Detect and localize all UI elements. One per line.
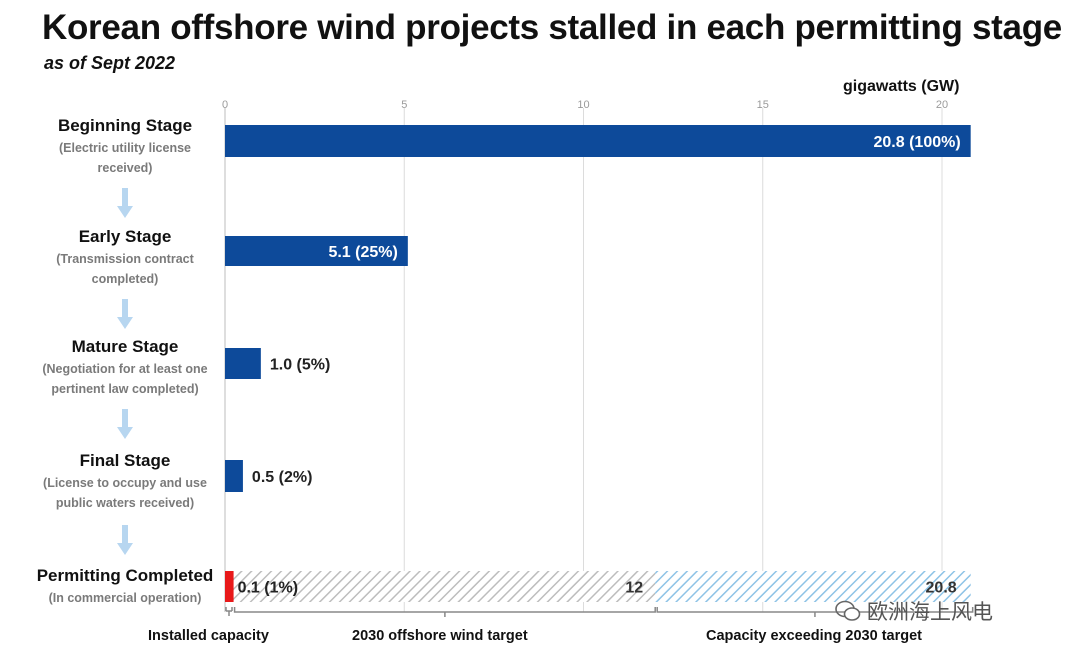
data-label: 0.5 (2%): [252, 469, 312, 486]
data-label: 12: [625, 580, 643, 597]
x-tick-label: 10: [577, 99, 589, 111]
stage-name: Permitting Completed: [36, 566, 214, 585]
stage-permitting-completed: Permitting Completed (In commercial oper…: [0, 566, 250, 608]
watermark: 欧洲海上风电: [835, 596, 993, 626]
x-tick-label: 20: [936, 99, 948, 111]
x-tick-label: 15: [757, 99, 769, 111]
down-arrow-icon: [117, 409, 133, 439]
exceeding-target-label: Capacity exceeding 2030 target: [706, 628, 922, 644]
target-2030-bar: [228, 571, 656, 602]
stage-desc: (Transmission contract completed): [56, 252, 194, 286]
stage-desc: (In commercial operation): [48, 591, 202, 605]
stage-desc: (Negotiation for at least one pertinent l…: [42, 362, 208, 396]
data-label: 0.1 (1%): [238, 580, 298, 597]
bar: [225, 125, 971, 157]
target-bracket: [233, 607, 656, 617]
wechat-icon: [835, 600, 861, 621]
stage-name: Early Stage: [78, 227, 172, 246]
exceeding-bracket: [656, 607, 974, 617]
chart-title: Korean offshore wind projects stalled in…: [42, 8, 1062, 47]
chart-subtitle: as of Sept 2022: [44, 53, 176, 73]
data-label: 5.1 (25%): [328, 244, 397, 261]
target-2030-label: 2030 offshore wind target: [352, 628, 528, 644]
stage-name: Final Stage: [79, 451, 171, 470]
unit-label: gigawatts (GW): [843, 78, 960, 95]
installed-capacity-label: Installed capacity: [148, 628, 269, 644]
bar: [225, 348, 261, 379]
stage-mature: Mature Stage (Negotiation for at least o…: [0, 337, 250, 399]
bar: [225, 236, 408, 266]
data-label: 1.0 (5%): [270, 357, 330, 374]
down-arrow-icon: [117, 188, 133, 218]
installed-capacity-bar: [225, 571, 234, 602]
x-tick-label: 0: [222, 99, 228, 111]
x-tick-label: 5: [401, 99, 407, 111]
down-arrow-icon: [117, 525, 133, 555]
stage-name: Beginning Stage: [57, 116, 193, 135]
stage-final: Final Stage (License to occupy and use pu…: [0, 451, 250, 513]
stage-beginning: Beginning Stage (Electric utility licens…: [0, 116, 250, 178]
data-label: 20.8: [926, 580, 957, 597]
stage-desc: (License to occupy and use public waters …: [43, 476, 207, 510]
watermark-text: 欧洲海上风电: [867, 601, 993, 624]
exceeding-target-bar: [655, 571, 971, 602]
data-label: 20.8 (100%): [874, 134, 961, 151]
bar: [225, 460, 243, 492]
installed-bracket: [225, 607, 233, 616]
stage-desc: (Electric utility license received): [59, 141, 191, 175]
stage-early: Early Stage (Transmission contract comple…: [0, 227, 250, 289]
stage-name: Mature Stage: [71, 337, 179, 356]
down-arrow-icon: [117, 299, 133, 329]
